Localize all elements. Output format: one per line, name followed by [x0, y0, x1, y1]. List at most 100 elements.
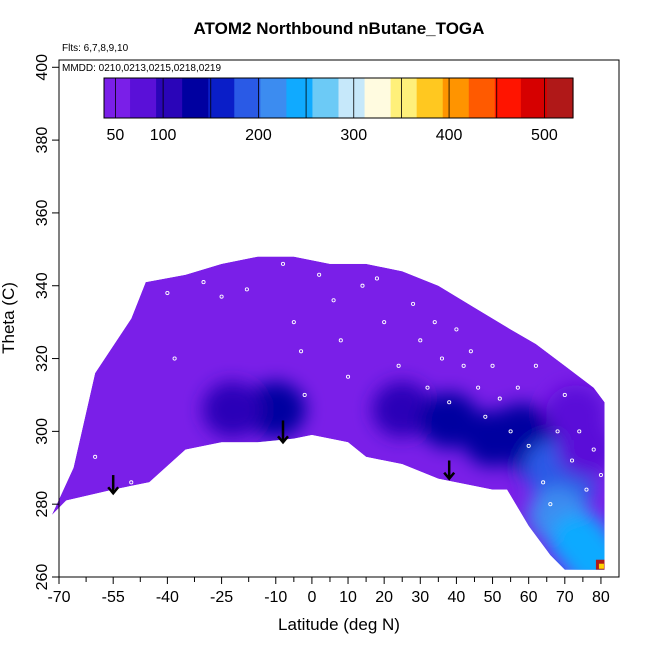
observation-point — [562, 392, 567, 398]
observation-point — [497, 396, 502, 401]
observation-point — [468, 349, 473, 354]
observation-point — [447, 400, 452, 405]
observation-point — [555, 429, 560, 434]
observation-point — [338, 338, 343, 343]
chart-title: ATOM2 Northbound nButane_TOGA — [194, 19, 485, 38]
heatmap-field — [51, 256, 605, 570]
colorbar-segment — [130, 78, 157, 118]
observation-point — [508, 429, 513, 434]
observation-point — [439, 356, 445, 361]
observation-point — [454, 327, 459, 332]
observation-point — [360, 283, 365, 288]
x-tick-label: 0 — [307, 589, 316, 606]
colorbar-tick-label: 300 — [340, 127, 367, 144]
colorbar-segment — [364, 78, 392, 118]
x-tick-label: 40 — [448, 589, 466, 606]
observation-point — [533, 363, 538, 368]
observation-point — [165, 290, 170, 296]
observation-point — [476, 385, 481, 390]
y-tick-label: 300 — [34, 418, 51, 445]
observation-point — [432, 320, 437, 325]
colorbar: 50 100 200 300 400 500 — [103, 77, 574, 144]
x-tick-label: -40 — [156, 589, 179, 606]
y-tick-label: 320 — [34, 345, 51, 372]
x-tick-label: 60 — [520, 589, 538, 606]
dates-note: MMDD: 0210,0213,0215,0218,0219 — [62, 63, 221, 74]
y-tick-label: 340 — [34, 272, 51, 299]
field-blob — [563, 530, 605, 570]
y-tick-label: 360 — [34, 199, 51, 226]
observation-point — [591, 447, 596, 452]
colorbar-segment — [286, 78, 314, 118]
colorbar-segment — [390, 78, 418, 118]
observation-point — [577, 429, 582, 434]
colorbar-segment — [104, 78, 131, 118]
x-tick-label: -70 — [47, 589, 70, 606]
observation-point — [382, 320, 387, 325]
observation-point — [598, 473, 603, 478]
field-blob — [245, 381, 306, 438]
x-tick-label: 10 — [339, 589, 357, 606]
observation-points — [93, 261, 603, 507]
observation-point — [548, 502, 553, 507]
x-tick-label: 20 — [375, 589, 393, 606]
observation-point — [411, 301, 416, 306]
colorbar-segment — [468, 78, 496, 118]
observation-point — [584, 487, 589, 492]
observation-point — [541, 480, 546, 485]
colorbar-segment — [208, 78, 235, 118]
observation-point — [172, 356, 177, 361]
observation-point — [526, 443, 531, 448]
observation-point — [302, 392, 307, 398]
observation-point — [425, 385, 430, 390]
field-blob — [372, 381, 433, 438]
observation-point — [291, 320, 296, 325]
observation-point — [331, 298, 336, 303]
x-tick-label: 50 — [484, 589, 502, 606]
observation-point — [418, 338, 423, 343]
observation-point — [280, 261, 286, 266]
arrows — [107, 420, 456, 496]
y-axis-label: Theta (C) — [0, 282, 18, 354]
colorbar-tick-label: 200 — [245, 127, 272, 144]
arrow-marker — [107, 475, 120, 496]
colorbar-frame — [103, 77, 574, 119]
observation-point — [569, 458, 575, 463]
colorbar-segment — [442, 78, 470, 118]
observation-point — [461, 363, 466, 368]
observation-point — [374, 276, 379, 281]
y-tick-label: 260 — [34, 564, 51, 591]
observation-point — [93, 454, 98, 459]
colorbar-segment — [546, 78, 574, 118]
colorbar-tick-label: 500 — [531, 127, 558, 144]
x-tick-label: -55 — [102, 589, 125, 606]
observation-point — [244, 287, 249, 292]
observation-point — [317, 272, 322, 277]
observation-point — [490, 363, 495, 368]
colorbar-segment — [260, 78, 287, 118]
observation-point — [345, 374, 351, 379]
colorbar-segment — [234, 78, 261, 118]
flights-note: Flts: 6,7,8,9,10 — [62, 43, 129, 54]
observation-point — [129, 480, 134, 485]
colorbar-segment — [520, 78, 548, 118]
x-tick-label: 70 — [556, 589, 574, 606]
observation-point — [515, 385, 520, 390]
colorbar-segment — [156, 78, 183, 118]
arrow-marker — [277, 420, 289, 445]
colorbar-segment — [338, 78, 366, 118]
x-axis: -70 -55 -40 -25 -10 0 10 20 30 40 50 60 70 80 — [47, 577, 610, 606]
y-axis: 260 280 300 320 340 360 380 400 — [34, 54, 59, 591]
colorbar-tick-label: 50 — [107, 127, 125, 144]
observation-point — [150, 276, 155, 281]
hotspot-core — [598, 563, 604, 569]
y-tick-label: 400 — [34, 54, 51, 81]
observation-point — [219, 294, 224, 299]
x-tick-label: 80 — [592, 589, 610, 606]
colorbar-tick-label: 400 — [436, 127, 463, 144]
arrow-marker — [443, 460, 456, 481]
region-background — [51, 256, 605, 570]
observation-point — [299, 349, 304, 354]
x-tick-label: -25 — [210, 589, 233, 606]
